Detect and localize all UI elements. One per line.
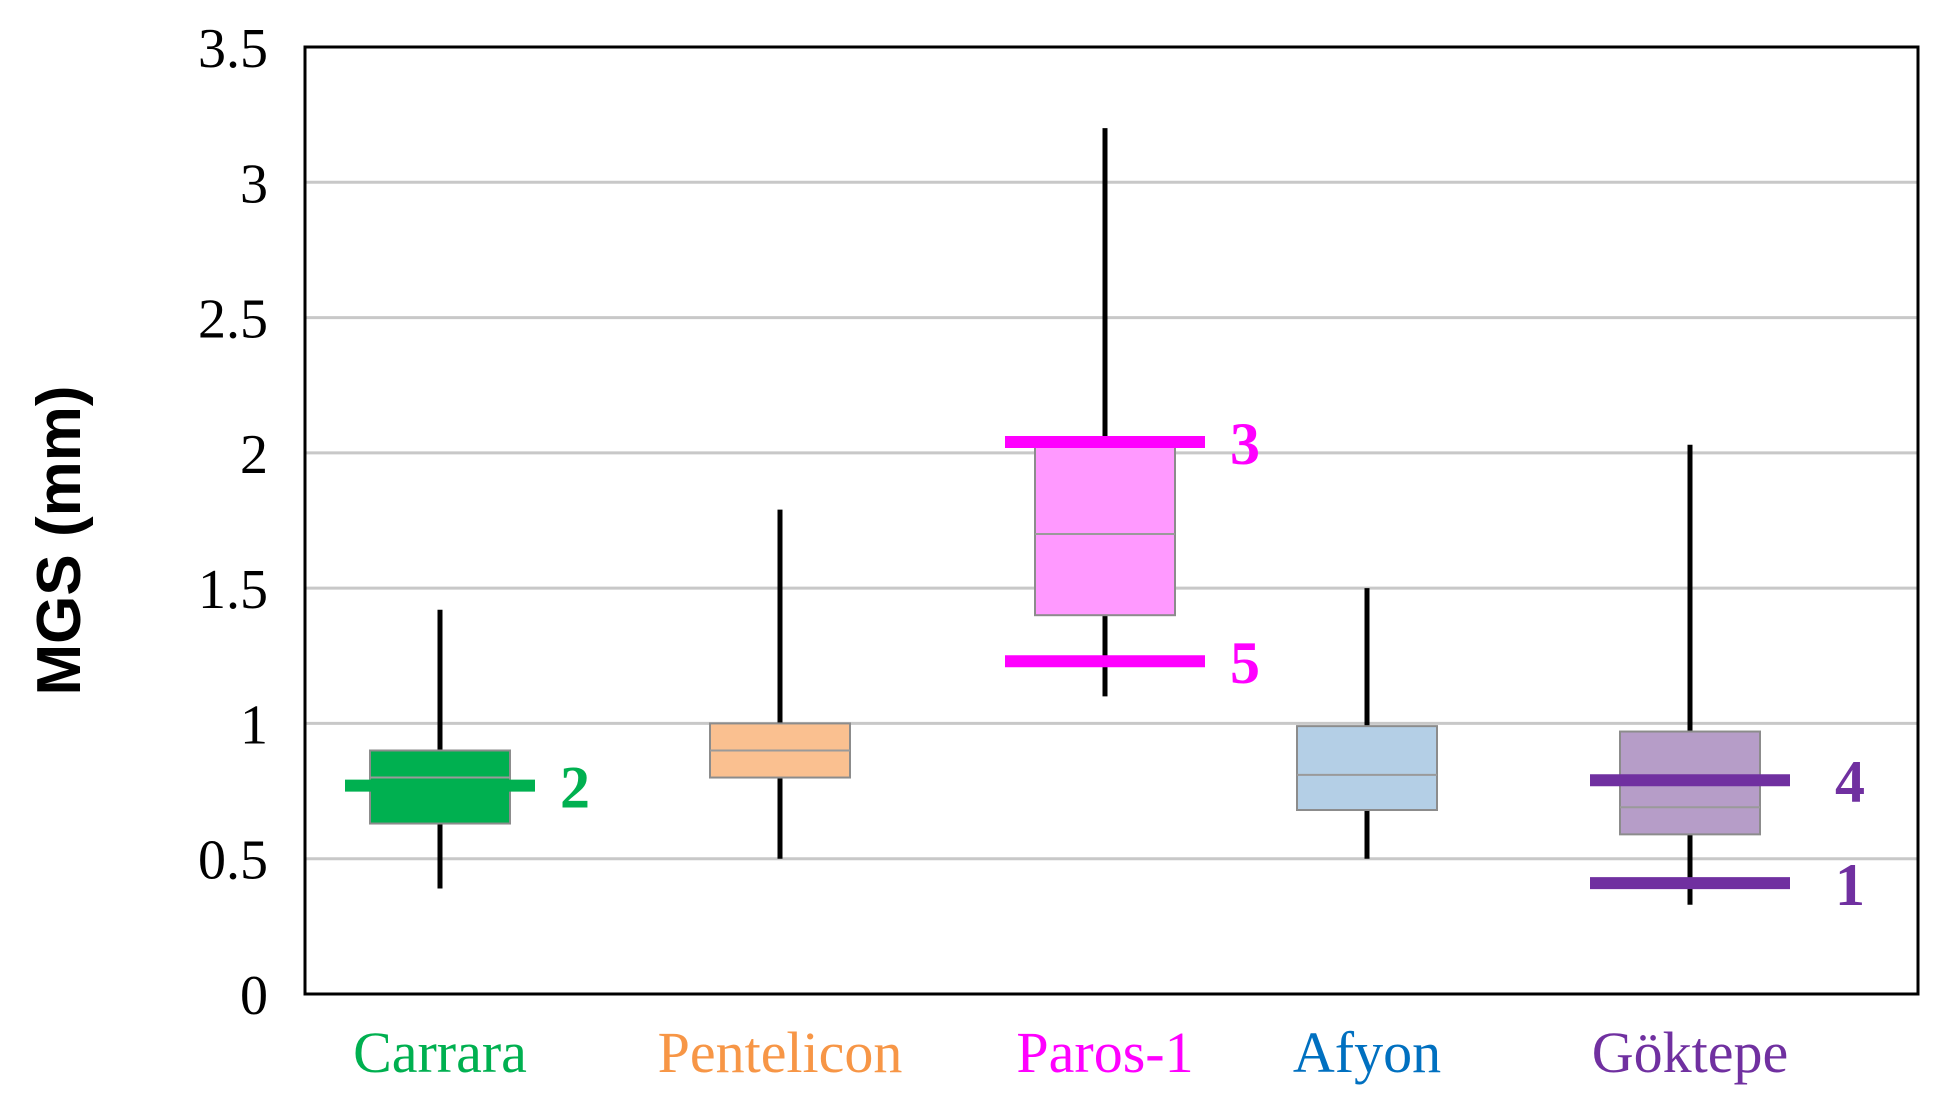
y-tick-label: 3: [240, 153, 268, 215]
box-pentelicon: [709, 509, 851, 859]
y-axis-label: MGS (mm): [25, 386, 94, 696]
y-tick-label: 3.5: [198, 18, 268, 80]
x-tick-label: Pentelicon: [658, 1020, 903, 1085]
marker-label: 4: [1835, 749, 1865, 815]
x-tick-label: Carrara: [353, 1020, 527, 1085]
y-tick-label: 2.5: [198, 289, 268, 351]
y-tick-label: 1.5: [198, 559, 268, 621]
marker-label: 1: [1835, 852, 1865, 918]
box-g-ktepe: [1619, 444, 1761, 905]
box-iqr: [1034, 443, 1176, 617]
plot-frame: [303, 45, 1920, 996]
x-tick-label: Afyon: [1293, 1020, 1441, 1085]
markers: 2 3 5 4 1: [345, 411, 1865, 918]
y-tick-label: 1: [240, 694, 268, 756]
marker-label: 5: [1230, 630, 1260, 696]
y-tick-label: 0: [240, 965, 268, 1027]
y-tick-label: 2: [240, 424, 268, 486]
box-iqr: [1296, 725, 1438, 812]
y-tick-label: 0.5: [198, 830, 268, 892]
y-tick-labels: 0 0.5 1 1.5 2 2.5 3 3.5: [198, 18, 268, 1027]
x-tick-label: Paros-1: [1016, 1020, 1193, 1085]
x-tick-labels: Carrara Pentelicon Paros-1 Afyon Göktepe: [353, 1020, 1788, 1085]
box-carrara: [369, 609, 511, 889]
x-tick-label: Göktepe: [1592, 1020, 1789, 1085]
box-afyon: [1296, 588, 1438, 859]
boxes: [369, 128, 1761, 905]
box-paros-1: [1034, 128, 1176, 697]
marker-label: 2: [560, 755, 590, 821]
marker-label: 3: [1230, 411, 1260, 477]
